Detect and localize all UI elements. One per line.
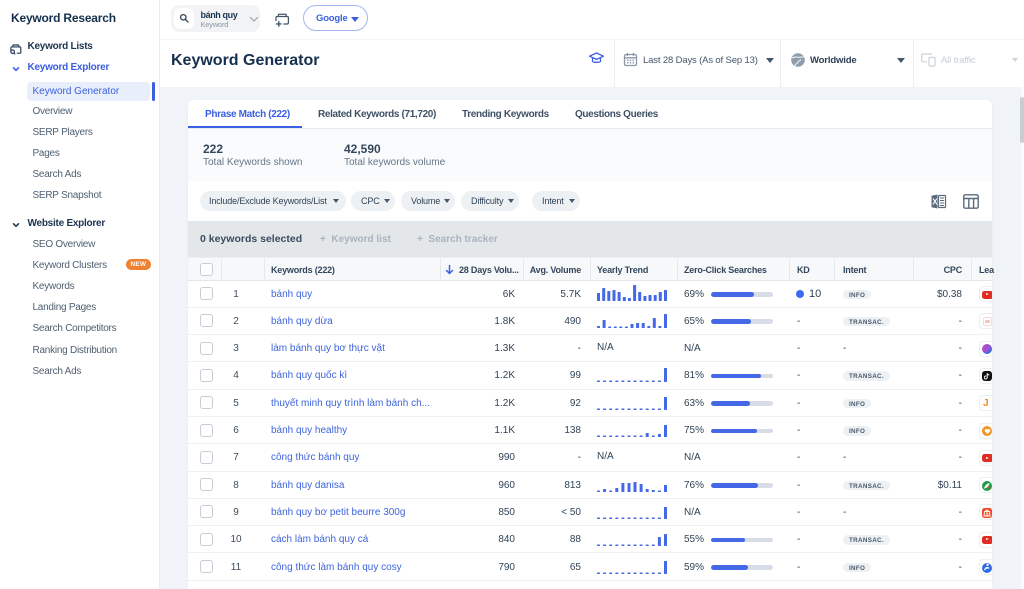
svg-text:X: X [932,198,938,207]
svg-text:S: S [986,511,989,516]
